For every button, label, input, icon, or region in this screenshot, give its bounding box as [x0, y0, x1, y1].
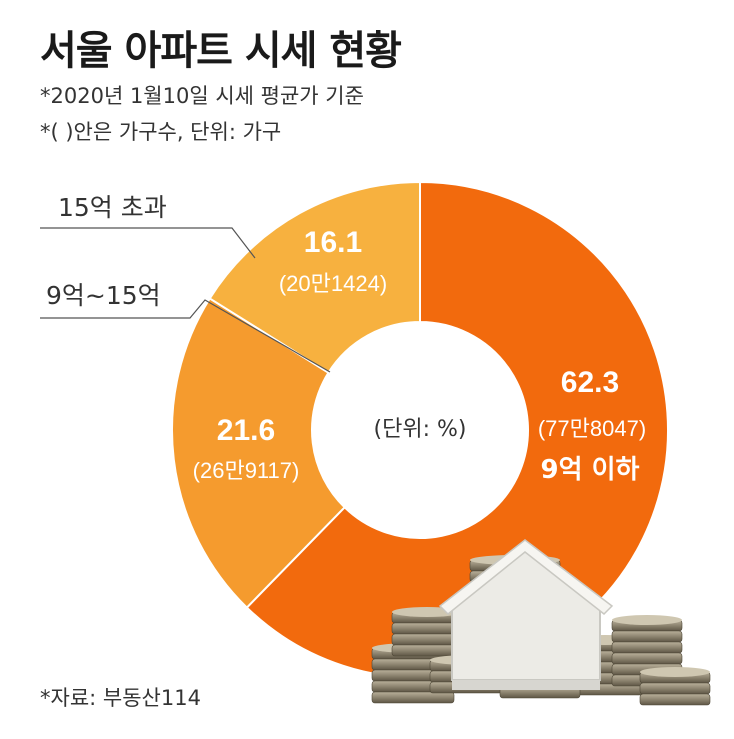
slice-label-under9: 9억 이하 — [541, 455, 640, 485]
leader-line-9to15 — [40, 299, 331, 373]
note-unit: *( )안은 가구수, 단위: 가구 — [40, 120, 282, 144]
slice-count-under9: (77만8047) — [538, 416, 646, 441]
slice-count-9to15: (26만9117) — [193, 458, 300, 483]
coin-stack-icon — [391, 607, 463, 657]
coin-stack-icon — [639, 667, 711, 706]
leader-line-over15 — [40, 227, 256, 259]
slice-count-over15: (20만1424) — [279, 271, 387, 296]
slice-value-under9: 62.3 — [561, 366, 619, 399]
coins-house-illustration — [371, 539, 711, 706]
chart-title: 서울 아파트 시세 현황 — [40, 28, 402, 74]
slice-label-over15: 15억 초과 — [58, 193, 167, 222]
note-date: *2020년 1월10일 시세 평균가 기준 — [40, 84, 364, 108]
donut-hole — [312, 322, 528, 538]
center-unit-label: (단위: %) — [374, 417, 467, 442]
slice-label-9to15: 9억~15억 — [46, 281, 161, 310]
source-note: *자료: 부동산114 — [40, 686, 201, 710]
slice-value-9to15: 21.6 — [217, 414, 275, 447]
slice-value-over15: 16.1 — [304, 226, 362, 259]
